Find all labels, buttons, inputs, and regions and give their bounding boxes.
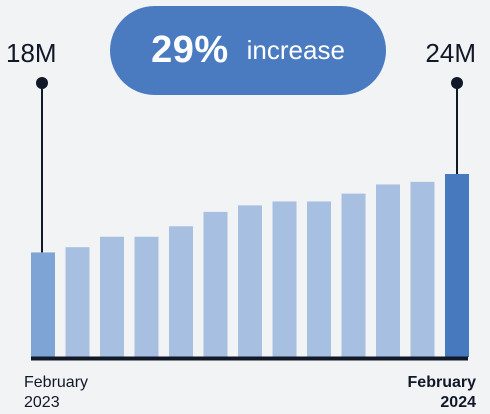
x-axis-start-label: February 2023 bbox=[24, 373, 88, 413]
bar-sep-2023 bbox=[272, 201, 297, 357]
bar-nov-2023 bbox=[341, 193, 366, 357]
bar-jun-2023 bbox=[169, 226, 193, 357]
bar-apr-2023 bbox=[100, 236, 124, 357]
bar-oct-2023 bbox=[307, 201, 331, 357]
bar-jan-2024 bbox=[410, 181, 435, 357]
bar-feb-2024 bbox=[445, 174, 469, 357]
end-marker-dot bbox=[451, 77, 463, 89]
x-axis-start-month: February bbox=[24, 374, 89, 391]
bar-mar-2023 bbox=[65, 247, 90, 357]
bar-aug-2023 bbox=[238, 205, 262, 357]
bar-may-2023 bbox=[134, 236, 159, 357]
x-axis-end-label: February 2024 bbox=[408, 373, 476, 413]
x-axis-end-year: 2024 bbox=[440, 394, 476, 411]
x-axis-start-year: 2023 bbox=[24, 394, 60, 411]
end-value-label: 24M bbox=[425, 38, 476, 68]
start-marker-dot bbox=[36, 77, 48, 89]
bar-jul-2023 bbox=[203, 211, 228, 357]
increase-badge: 29% increase bbox=[110, 6, 386, 95]
bar-feb-2023 bbox=[31, 252, 55, 357]
start-value-label: 18M bbox=[6, 38, 57, 68]
bar-dec-2023 bbox=[376, 184, 400, 357]
x-axis-end-month: February bbox=[407, 374, 476, 391]
increase-label: increase bbox=[246, 35, 345, 65]
increase-percent: 29% bbox=[151, 29, 229, 71]
